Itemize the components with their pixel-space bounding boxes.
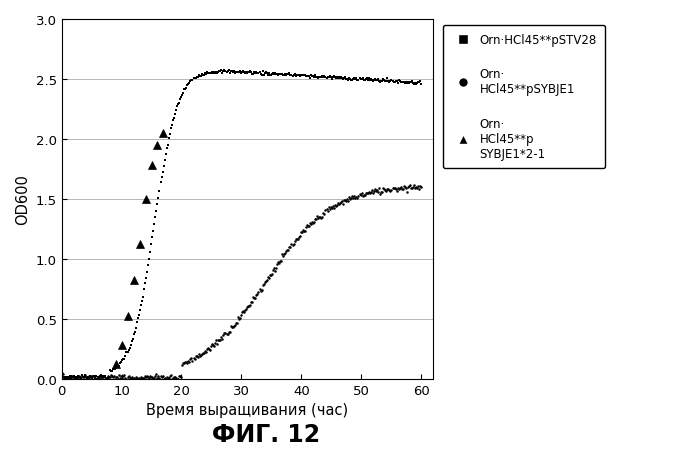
Text: ФИГ. 12: ФИГ. 12 [212, 423, 319, 446]
X-axis label: Время выращивания (час): Время выращивания (час) [146, 402, 349, 417]
Legend: Orn·HCl45**pSTV28, Orn·
HCl45**pSYBJE1, Orn·
HCl45**p
SYBJE1*2-1: Orn·HCl45**pSTV28, Orn· HCl45**pSYBJE1, … [443, 26, 605, 169]
Y-axis label: OD600: OD600 [15, 174, 30, 225]
